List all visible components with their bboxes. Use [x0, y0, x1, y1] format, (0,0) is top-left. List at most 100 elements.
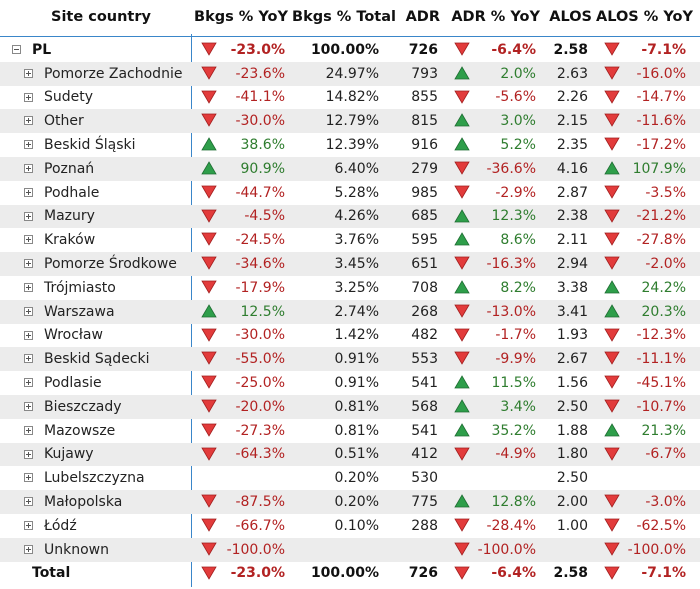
alos-value: 2.94	[556, 256, 588, 273]
trend-down-icon	[454, 518, 470, 532]
total-row[interactable]: Total -23.0% 100.00% 726 -6.4% 2.58 -7.1%	[0, 562, 700, 586]
expand-icon[interactable]	[24, 116, 33, 126]
table-row[interactable]: Warszawa 12.5% 2.74% 268 -13.0% 3.41 20.3%	[0, 299, 700, 324]
bkgs-yoy-value: -34.6%	[235, 256, 285, 273]
row-label: Lubelszczyzna	[44, 470, 145, 487]
adr-value: 568	[411, 398, 438, 415]
table-row[interactable]: Kraków -24.5% 3.76% 595 8.6% 2.11 -27.8%	[0, 228, 700, 252]
trend-up-icon	[454, 375, 470, 389]
table-row[interactable]: Lubelszczyzna 0.20% 530 2.50	[0, 466, 700, 490]
expand-icon[interactable]	[24, 497, 33, 507]
bkgs-yoy-value: -23.6%	[235, 65, 285, 82]
expand-icon[interactable]	[24, 211, 33, 221]
table-row[interactable]: Małopolska -87.5% 0.20% 775 12.8% 2.00 -3.0%	[0, 490, 700, 514]
expand-icon[interactable]	[24, 92, 33, 102]
expand-icon[interactable]	[24, 68, 33, 78]
alos-yoy-value: 24.2%	[641, 279, 686, 296]
bkgs-total-value: 14.82%	[325, 89, 379, 106]
expand-icon[interactable]	[24, 473, 33, 483]
bkgs-total-value: 0.81%	[334, 422, 379, 439]
bkgs-total-value: 1.42%	[334, 327, 379, 344]
adr-yoy-value: -6.4%	[491, 565, 536, 582]
alos-yoy-value: -62.5%	[636, 517, 686, 534]
adr-yoy-value: -100.0%	[477, 541, 536, 558]
expand-icon[interactable]	[24, 330, 33, 340]
expand-icon[interactable]	[24, 306, 33, 316]
adr-value: 916	[411, 137, 438, 154]
alos-value: 1.93	[556, 327, 588, 344]
table-row[interactable]: Sudety -41.1% 14.82% 855 -5.6% 2.26 -14.7%	[0, 86, 700, 110]
col-header-adr-yoy[interactable]: ADR % YoY	[451, 9, 540, 25]
adr-value: 726	[408, 41, 438, 58]
row-label: Total	[32, 565, 71, 582]
expand-icon[interactable]	[24, 378, 33, 388]
bkgs-yoy-value: -24.5%	[235, 232, 285, 249]
col-header-bkgs-total[interactable]: Bkgs % Total	[292, 9, 396, 25]
table-row[interactable]: Pomorze Zachodnie -23.6% 24.97% 793 2.0% 2.63…	[0, 61, 700, 86]
parent-row-pl[interactable]: PL -23.0% 100.00% 726 -6.4% 2.58 -7.1%	[0, 38, 700, 62]
bkgs-yoy-value: 90.9%	[240, 160, 285, 177]
col-header-adr[interactable]: ADR	[405, 9, 440, 25]
collapse-icon[interactable]	[12, 45, 21, 54]
table-row[interactable]: Łódź -66.7% 0.10% 288 -28.4% 1.00 -62.5%	[0, 514, 700, 538]
alos-yoy-value: -14.7%	[636, 89, 686, 106]
row-label: Beskid Śląski	[44, 137, 136, 154]
trend-down-icon	[454, 185, 470, 199]
row-label: Pomorze Środkowe	[44, 256, 177, 273]
table-row[interactable]: Podhale -44.7% 5.28% 985 -2.9% 2.87 -3.5%	[0, 181, 700, 205]
alos-value: 2.58	[553, 565, 588, 582]
expand-icon[interactable]	[24, 354, 33, 364]
alos-value: 2.38	[556, 208, 588, 225]
table-row[interactable]: Beskid Śląski 38.6% 12.39% 916 5.2% 2.35 -17.2…	[0, 133, 700, 157]
col-header-alos[interactable]: ALOS	[549, 9, 592, 25]
adr-value: 288	[411, 517, 438, 534]
expand-icon[interactable]	[24, 187, 33, 197]
alos-yoy-value: -2.0%	[645, 256, 686, 273]
table-row[interactable]: Other -30.0% 12.79% 815 3.0% 2.15 -11.6%	[0, 109, 700, 134]
expand-icon[interactable]	[24, 544, 33, 554]
bkgs-yoy-value: -4.5%	[244, 208, 285, 225]
adr-yoy-value: 12.3%	[491, 208, 536, 225]
alos-value: 1.80	[556, 446, 588, 463]
table-row[interactable]: Unknown -100.0% -100.0% -100.0%	[0, 537, 700, 562]
trend-up-icon	[201, 137, 217, 151]
expand-icon[interactable]	[24, 521, 33, 530]
table-row[interactable]: Kujawy -64.3% 0.51% 412 -4.9% 1.80 -6.7%	[0, 442, 700, 467]
col-header-site-country[interactable]: Site country	[51, 9, 151, 25]
alos-yoy-value: -12.3%	[636, 327, 686, 344]
trend-up-icon	[201, 161, 217, 175]
table-row[interactable]: Wrocław -30.0% 1.42% 482 -1.7% 1.93 -12.3%	[0, 324, 700, 348]
adr-yoy-value: -36.6%	[486, 160, 536, 177]
col-header-alos-yoy[interactable]: ALOS % YoY	[596, 9, 693, 25]
table-row[interactable]: Mazowsze -27.3% 0.81% 541 35.2% 1.88 21.3%	[0, 419, 700, 443]
table-row[interactable]: Pomorze Środkowe -34.6% 3.45% 651 -16.3% 2.94…	[0, 252, 700, 276]
bkgs-total-value: 5.28%	[334, 184, 379, 201]
expand-icon[interactable]	[24, 140, 33, 150]
table-row[interactable]: Beskid Sądecki -55.0% 0.91% 553 -9.9% 2.67 -11…	[0, 347, 700, 372]
adr-yoy-value: 3.4%	[500, 398, 536, 415]
trend-down-icon	[201, 185, 217, 199]
table-row[interactable]: Podlasie -25.0% 0.91% 541 11.5% 1.56 -45.1%	[0, 371, 700, 395]
table-row[interactable]: Trójmiasto -17.9% 3.25% 708 8.2% 3.38 24.2%	[0, 276, 700, 300]
bkgs-total-value: 100.00%	[310, 565, 379, 582]
expand-icon[interactable]	[24, 402, 33, 411]
row-label: Kujawy	[44, 446, 94, 463]
adr-value: 985	[411, 184, 438, 201]
row-label: Beskid Sądecki	[44, 351, 150, 368]
expand-icon[interactable]	[24, 259, 33, 269]
row-label: Małopolska	[44, 494, 123, 511]
table-row[interactable]: Mazury -4.5% 4.26% 685 12.3% 2.38 -21.2%	[0, 204, 700, 229]
trend-down-icon	[454, 447, 470, 461]
adr-yoy-value: 5.2%	[500, 137, 536, 154]
table-row[interactable]: Bieszczady -20.0% 0.81% 568 3.4% 2.50 -10.7%	[0, 395, 700, 419]
trend-down-icon	[604, 185, 620, 199]
alos-yoy-value: -7.1%	[641, 565, 686, 582]
col-header-bkgs-yoy[interactable]: Bkgs % YoY	[194, 9, 288, 25]
expand-icon[interactable]	[24, 164, 33, 173]
expand-icon[interactable]	[24, 449, 33, 459]
expand-icon[interactable]	[24, 235, 33, 245]
expand-icon[interactable]	[24, 425, 33, 435]
table-row[interactable]: Poznań 90.9% 6.40% 279 -36.6% 4.16 107.9%	[0, 157, 700, 181]
trend-down-icon	[201, 494, 217, 508]
expand-icon[interactable]	[24, 283, 33, 292]
